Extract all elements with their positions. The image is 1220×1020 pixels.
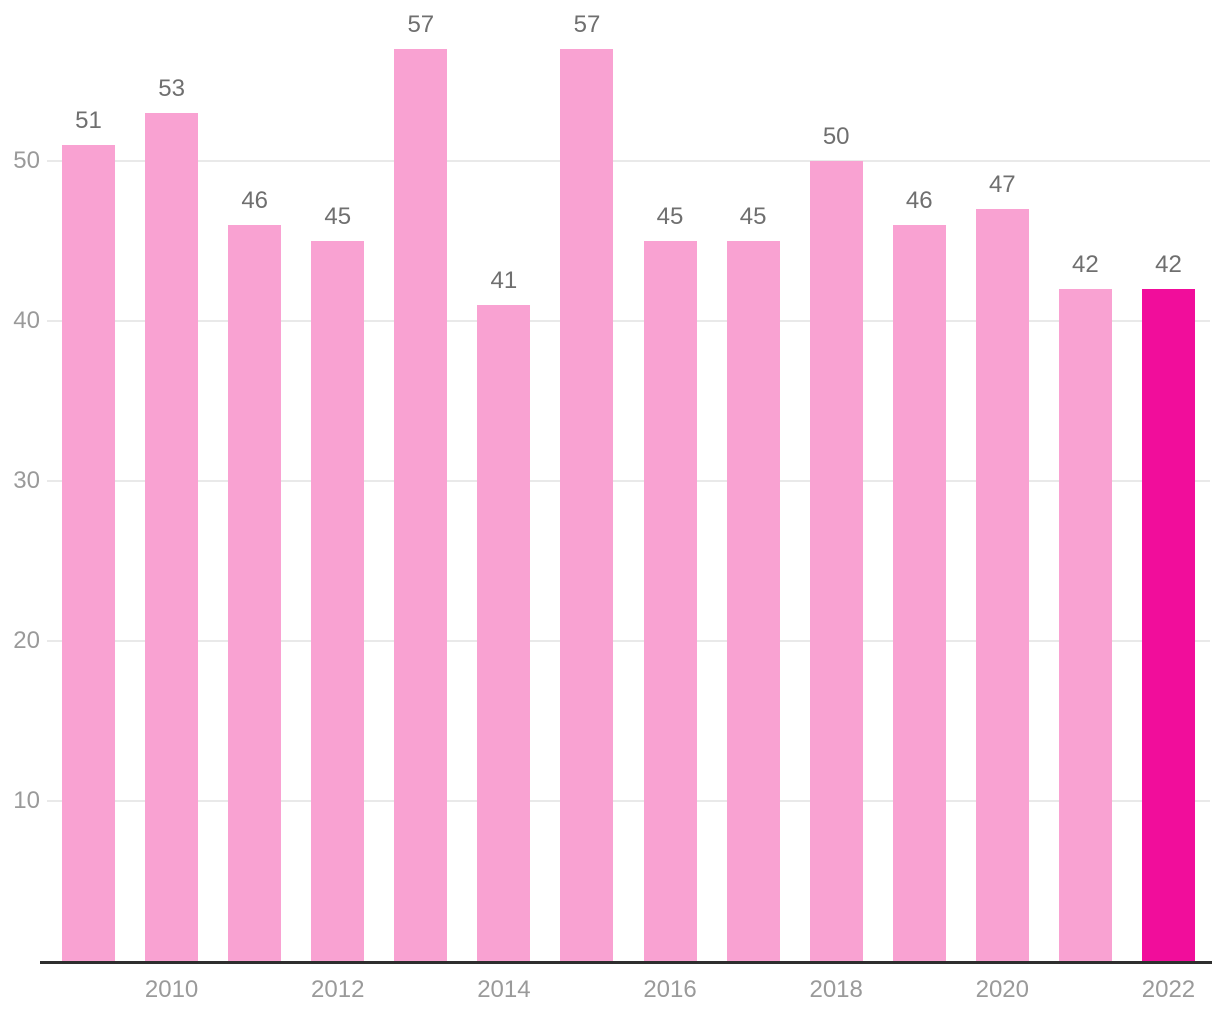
bar-value-label: 50 (822, 123, 850, 150)
y-tick-label: 40 (13, 307, 40, 334)
bar-2016 (643, 241, 697, 961)
bar-value-label: 42 (1155, 251, 1182, 278)
y-tick-label: 30 (13, 467, 40, 494)
bar-value-label: 57 (573, 11, 601, 38)
bar-highlight-2022 (1141, 289, 1195, 961)
bar-2013 (394, 49, 448, 961)
x-tick-label-2012: 2012 (311, 976, 365, 1003)
bar-value-label: 51 (75, 107, 102, 134)
bar-value-label: 46 (905, 187, 933, 214)
bar-2018 (809, 161, 863, 961)
bar-value-label: 53 (158, 75, 185, 102)
bar-value-label: 41 (490, 267, 518, 294)
bar-value-label: 45 (656, 203, 684, 230)
bar-2020 (975, 209, 1029, 961)
gridline-20 (47, 640, 1210, 642)
bar-2014 (477, 305, 531, 961)
x-axis-line (40, 961, 1212, 964)
bar-value-label: 57 (407, 11, 435, 38)
y-tick-label: 50 (13, 147, 40, 174)
y-tick-label: 10 (13, 787, 40, 814)
gridline-30 (47, 480, 1210, 482)
bar-value-label: 45 (324, 203, 352, 230)
x-tick-label-2016: 2016 (643, 976, 697, 1003)
bar-2012 (311, 241, 365, 961)
bar-value-label: 46 (241, 187, 269, 214)
bar-2009 (62, 145, 116, 961)
gridline-50 (47, 160, 1210, 162)
gridline-40 (47, 320, 1210, 322)
x-tick-label-2010: 2010 (144, 976, 199, 1003)
bar-value-label: 45 (739, 203, 767, 230)
bar-value-label: 42 (1072, 251, 1099, 278)
y-tick-label: 20 (13, 627, 40, 654)
bar-2011 (228, 225, 282, 961)
bar-2010 (145, 113, 199, 961)
x-tick-label-2018: 2018 (809, 976, 863, 1003)
x-tick-label-2020: 2020 (975, 976, 1029, 1003)
bar-2019 (892, 225, 946, 961)
x-tick-label-2014: 2014 (477, 976, 531, 1003)
bar-2021 (1058, 289, 1112, 961)
bar-2015 (560, 49, 614, 961)
x-tick-label-2022: 2022 (1141, 976, 1196, 1003)
bar-2017 (726, 241, 780, 961)
bar-value-label: 47 (988, 171, 1016, 198)
gridline-10 (47, 800, 1210, 802)
